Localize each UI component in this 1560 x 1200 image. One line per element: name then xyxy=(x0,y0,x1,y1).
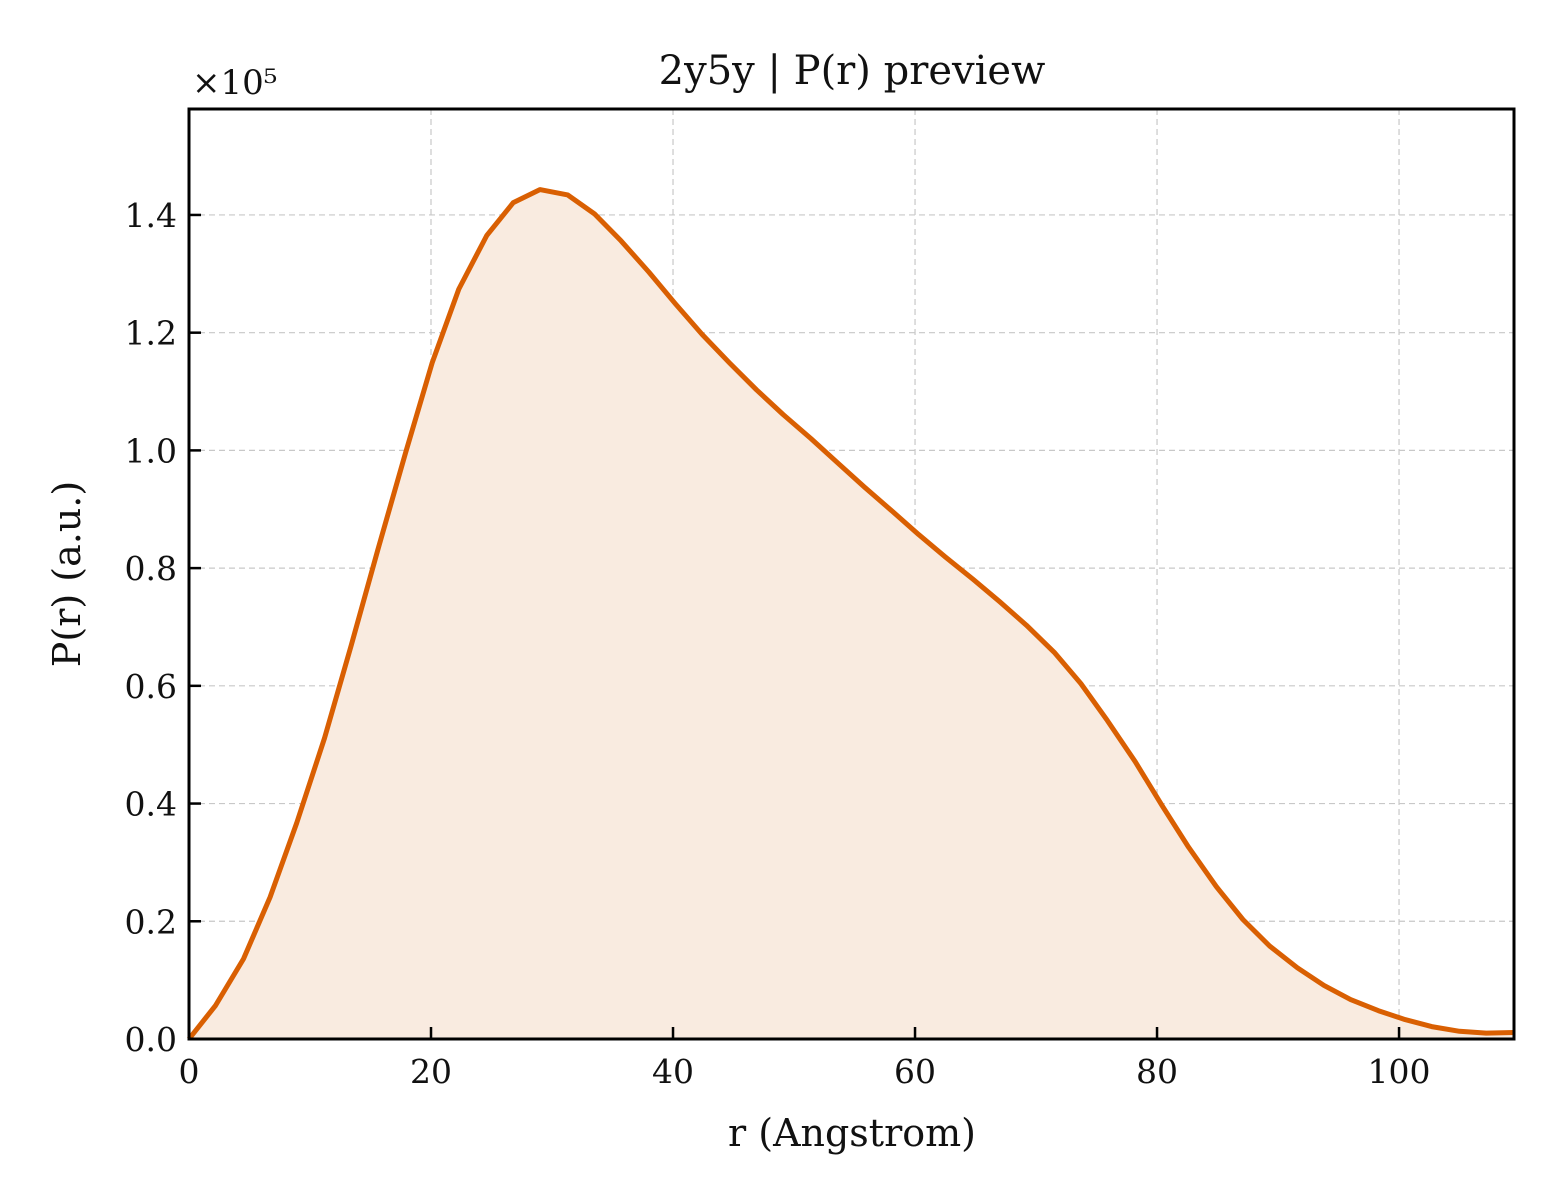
y-tick-label: 1.2 xyxy=(125,314,177,353)
x-axis-title: r (Angstrom) xyxy=(728,1111,976,1155)
y-tick-label: 1.0 xyxy=(125,431,177,470)
x-tick-label: 100 xyxy=(1368,1052,1431,1091)
series-line xyxy=(187,187,1515,1041)
y-tick-label: 0.8 xyxy=(125,549,177,588)
area-fill xyxy=(189,189,1514,1040)
y-scale-label: ×10⁵ xyxy=(192,63,277,103)
y-tick-label: 0.4 xyxy=(125,785,177,824)
x-tick-label: 60 xyxy=(894,1052,936,1091)
y-tick-label: 0.2 xyxy=(125,902,177,941)
ticks: 0 20 40 60 80 100 0.0 0.2 0.4 0.6 0.8 1.0 1.2 1.4 xyxy=(125,196,1431,1091)
chart-title: 2y5y | P(r) preview xyxy=(659,48,1046,94)
y-tick-label: 0.0 xyxy=(125,1020,177,1059)
y-axis-title: P(r) (a.u.) xyxy=(45,481,89,667)
y-tick-label: 0.6 xyxy=(125,667,177,706)
x-tick-label: 80 xyxy=(1136,1052,1178,1091)
x-tick-label: 20 xyxy=(410,1052,452,1091)
x-tick-label: 0 xyxy=(179,1052,200,1091)
x-tick-label: 40 xyxy=(652,1052,694,1091)
y-tick-label: 1.4 xyxy=(125,196,177,235)
plot-frame xyxy=(187,107,1516,1041)
